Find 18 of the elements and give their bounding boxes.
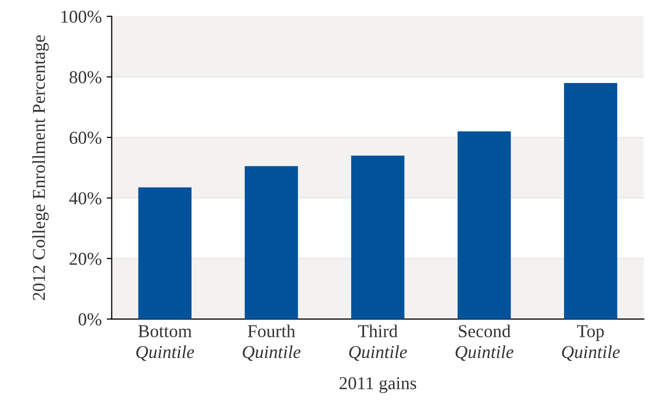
y-tick-label: 20% (70, 252, 102, 265)
x-tick-label: Top Quintile (562, 325, 620, 361)
x-axis-title: 2011 gains (340, 377, 416, 394)
x-tick-label: Second Quintile (456, 324, 514, 361)
bar (351, 156, 404, 320)
x-tick-label: Third Quintile (349, 324, 407, 361)
y-tick-label: 80% (70, 71, 102, 84)
y-tick-label: 0% (78, 313, 102, 326)
y-tick-label: 100% (61, 10, 102, 23)
y-tick-label: 40% (69, 192, 102, 204)
y-tick-label: 60% (70, 132, 102, 144)
x-tick-label: Fourth Quintile (242, 324, 301, 361)
bar (138, 187, 192, 320)
bar (564, 82, 618, 320)
bar (244, 166, 298, 320)
y-axis-title: 2012 College Enrollment Percentage (32, 35, 49, 300)
x-tick-label: Bottom Quintile (136, 325, 194, 361)
bar (458, 131, 511, 320)
